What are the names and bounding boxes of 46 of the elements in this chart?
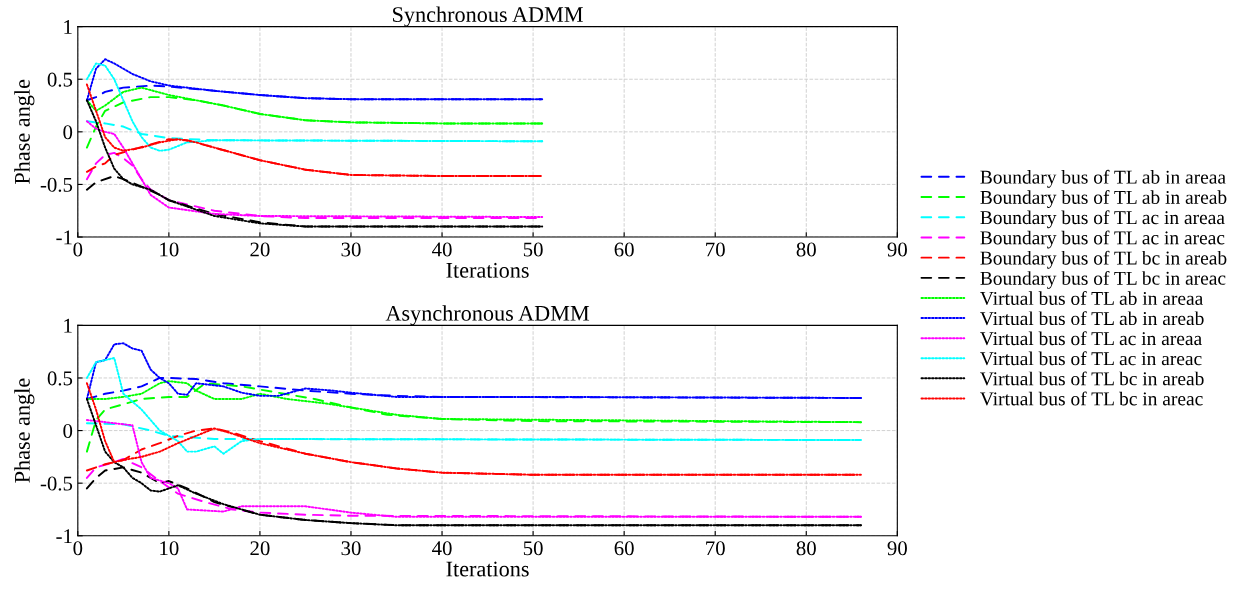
x-axis-title: Iterations: [446, 262, 529, 278]
x-tick-label: 70: [706, 541, 725, 556]
legend-label: Boundary bus of TL ac in areac: [980, 230, 1225, 249]
x-tick-label: 20: [250, 541, 270, 556]
y-tick-label: 1: [64, 20, 72, 34]
x-tick-label: 30: [341, 541, 361, 556]
x-tick-label: 30: [341, 242, 361, 257]
x-tick-label: 70: [706, 242, 725, 257]
chart-title: Synchronous ADMM: [393, 6, 583, 27]
x-tick-label: 50: [523, 541, 543, 556]
legend-label: Boundary bus of TL ab in areaa: [980, 169, 1226, 188]
x-tick-label: 40: [432, 242, 452, 257]
legend-label: Virtual bus of TL ac in areac: [980, 351, 1202, 366]
y-tick-label: 0.5: [47, 72, 73, 87]
y-tick-label: -0.5: [40, 476, 73, 491]
x-tick-label: 10: [160, 541, 179, 556]
x-tick-label: 10: [160, 242, 179, 257]
legend-label: Boundary bus of TL ab in areab: [980, 190, 1227, 208]
x-axis-title: Iterations: [446, 561, 529, 577]
legend-label: Virtual bus of TL bc in areac: [980, 391, 1203, 406]
x-tick-label: 20: [250, 242, 270, 257]
chart-title: Asynchronous ADMM: [385, 305, 590, 326]
legend-label: Boundary bus of TL bc in areac: [980, 270, 1226, 289]
x-tick-label: 80: [796, 541, 816, 556]
legend-label: Virtual bus of TL ac in areaa: [980, 331, 1202, 346]
legend-label: Boundary bus of TL ac in areaa: [980, 210, 1225, 229]
x-tick-label: 40: [432, 541, 452, 556]
y-axis-title: Phase angle: [14, 79, 35, 184]
legend-label: Virtual bus of TL ab in areaa: [980, 291, 1204, 306]
y-tick-label: -1: [56, 529, 72, 543]
x-tick-label: 90: [887, 541, 907, 556]
legend-label: Virtual bus of TL ab in areab: [980, 311, 1204, 326]
x-tick-label: 90: [887, 242, 907, 257]
x-tick-label: 60: [614, 242, 634, 257]
y-tick-label: 0: [63, 423, 73, 438]
y-tick-label: -0.5: [40, 177, 73, 192]
legend-label: Virtual bus of TL bc in areab: [980, 371, 1204, 386]
y-tick-label: 0: [63, 125, 73, 140]
legend-label: Boundary bus of TL bc in areab: [980, 250, 1227, 269]
y-tick-label: 1: [64, 318, 72, 333]
x-tick-label: 60: [614, 541, 634, 556]
y-tick-label: 0.5: [47, 371, 73, 386]
x-tick-label: 80: [796, 242, 816, 257]
y-tick-label: -1: [56, 230, 72, 245]
y-axis-title: Phase angle: [14, 378, 35, 483]
x-tick-label: 50: [523, 242, 543, 257]
